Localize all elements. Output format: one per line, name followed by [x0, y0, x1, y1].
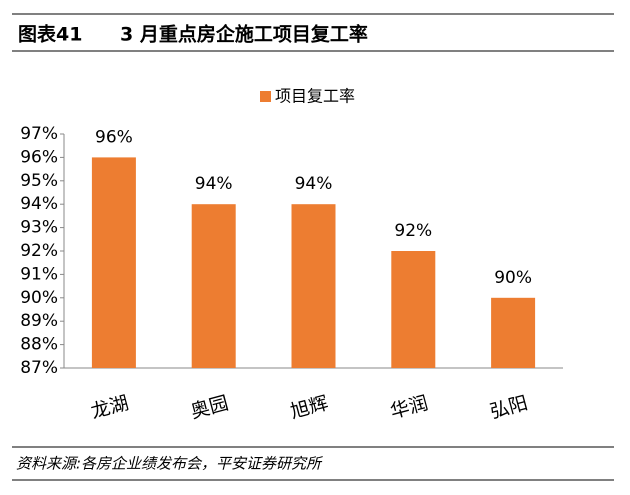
data-label: 92%: [394, 221, 432, 241]
y-tick-label: 88%: [20, 335, 58, 355]
y-tick-label: 94%: [20, 194, 58, 214]
x-tick-label: 奥园: [188, 392, 230, 423]
y-tick-label: 90%: [20, 288, 58, 308]
y-tick-label: 95%: [20, 171, 58, 191]
x-tick-label: 弘阳: [488, 392, 530, 423]
x-tick-label: 旭辉: [288, 392, 330, 423]
figure-label: 图表41: [18, 23, 82, 46]
legend-swatch: [260, 91, 271, 102]
y-tick-label: 93%: [20, 218, 58, 238]
data-label: 94%: [295, 174, 333, 194]
y-tick-label: 97%: [20, 124, 58, 144]
chart-title: 3 月重点房企施工项目复工率: [120, 23, 368, 46]
data-label: 94%: [195, 174, 233, 194]
y-tick-label: 96%: [20, 147, 58, 167]
x-tick-label: 龙湖: [89, 392, 131, 423]
data-label: 96%: [95, 127, 133, 147]
bar: [191, 204, 236, 368]
data-label: 90%: [494, 268, 532, 288]
x-tick-label: 华润: [388, 392, 430, 423]
y-tick-label: 92%: [20, 241, 58, 261]
bar: [91, 157, 136, 368]
bar: [491, 297, 536, 368]
y-tick-label: 87%: [20, 358, 58, 378]
source-note: 资料来源:各房企业绩发布会，平安证券研究所: [16, 455, 323, 473]
y-tick-label: 89%: [20, 311, 58, 331]
bar: [291, 204, 336, 368]
y-tick-label: 91%: [20, 264, 58, 284]
legend-label: 项目复工率: [275, 87, 355, 106]
bar: [391, 251, 436, 368]
